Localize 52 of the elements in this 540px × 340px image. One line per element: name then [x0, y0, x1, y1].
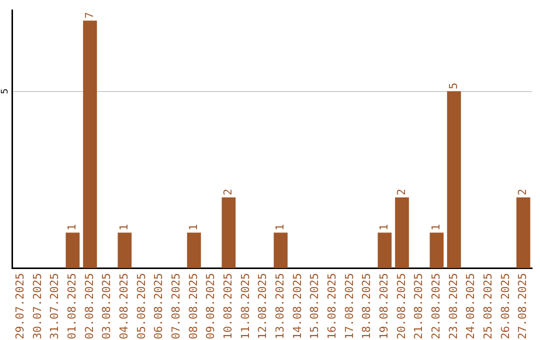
bar [516, 197, 530, 268]
x-tick-label: 09.08.2025 [204, 273, 218, 340]
x-tick-label: 30.07.2025 [30, 273, 44, 340]
x-tick-label: 06.08.2025 [152, 273, 166, 340]
x-tick-label: 02.08.2025 [82, 273, 96, 340]
data-label: 2 [222, 188, 235, 196]
bar [430, 232, 444, 268]
data-label: 1 [430, 224, 443, 231]
data-label: 1 [274, 224, 287, 231]
x-tick-label: 03.08.2025 [100, 273, 114, 340]
x-tick-label: 23.08.2025 [446, 273, 460, 340]
x-tick-label: 26.08.2025 [498, 273, 512, 340]
x-tick-label: 04.08.2025 [118, 273, 131, 340]
x-tick-label: 12.08.2025 [256, 273, 270, 340]
x-tick-label: 25.08.2025 [482, 273, 495, 340]
bar [66, 232, 80, 268]
x-tick-label: 07.08.2025 [170, 273, 183, 340]
x-tick-label: 24.08.2025 [464, 273, 478, 340]
bar [187, 232, 201, 268]
x-tick-label: 31.07.2025 [48, 273, 62, 340]
x-tick-label: 29.07.2025 [14, 273, 27, 340]
bar [118, 232, 132, 268]
x-tick-label: 11.08.2025 [238, 273, 252, 340]
data-label: 5 [446, 82, 460, 90]
bar [378, 232, 392, 268]
x-tick-label: 15.08.2025 [308, 273, 322, 340]
bar [274, 232, 288, 268]
data-label: 2 [394, 188, 408, 196]
data-label: 1 [66, 224, 79, 231]
x-tick-label: 19.08.2025 [378, 273, 391, 340]
data-label: 1 [378, 224, 391, 231]
data-label: 2 [516, 188, 530, 196]
bar [83, 20, 97, 268]
x-tick-label: 22.08.2025 [430, 273, 443, 340]
bar [222, 197, 236, 268]
x-tick-label: 05.08.2025 [134, 273, 148, 340]
x-tick-label: 18.08.2025 [360, 273, 374, 340]
x-tick-label: 16.08.2025 [326, 273, 339, 340]
bar [447, 91, 461, 268]
x-tick-label: 27.08.2025 [516, 273, 530, 340]
bar [395, 197, 409, 268]
x-tick-label: 01.08.2025 [66, 273, 79, 340]
x-tick-label: 21.08.2025 [412, 273, 426, 340]
x-tick-label: 13.08.2025 [274, 273, 287, 340]
x-tick-label: 20.08.2025 [394, 273, 408, 340]
x-tick-label: 08.08.2025 [186, 273, 200, 340]
x-tick-label: 17.08.2025 [342, 273, 356, 340]
data-label: 7 [82, 12, 96, 19]
x-tick-label: 10.08.2025 [222, 273, 235, 340]
data-label: 1 [186, 224, 200, 231]
x-tick-label: 14.08.2025 [290, 273, 304, 340]
data-label: 1 [118, 224, 131, 231]
